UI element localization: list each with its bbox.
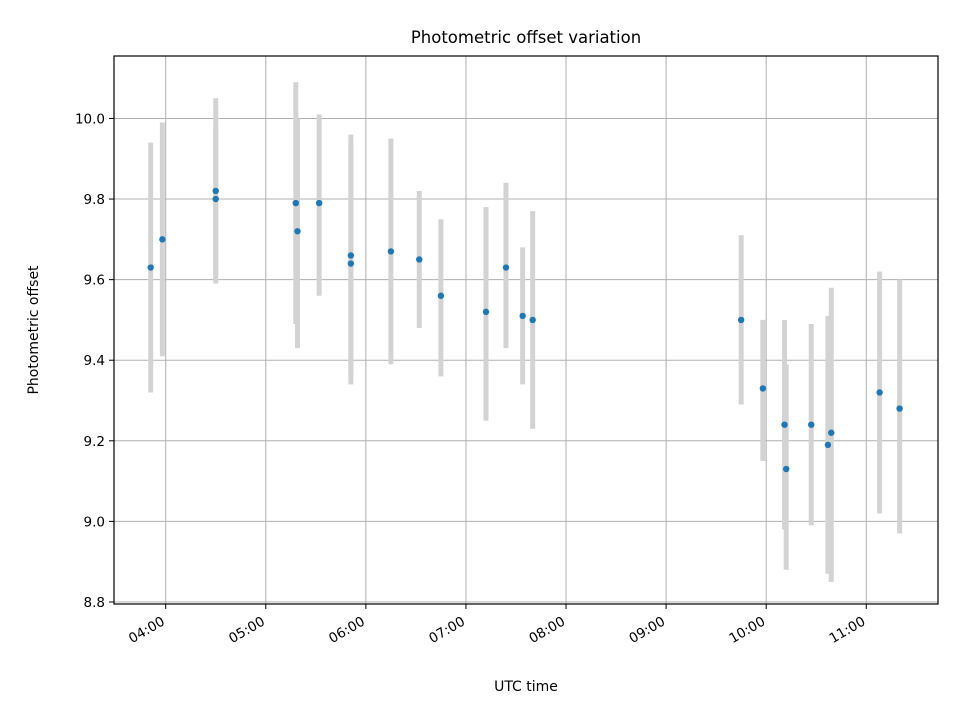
data-point — [529, 316, 536, 324]
data-point — [519, 312, 526, 320]
data-point — [416, 256, 423, 263]
data-point — [347, 252, 355, 259]
y-tick-label: 9.6 — [84, 273, 105, 289]
data-point — [502, 264, 510, 271]
y-tick-label: 9.2 — [84, 434, 105, 450]
data-point — [212, 195, 219, 203]
y-tick-label: 9.0 — [84, 514, 105, 530]
data-point — [159, 236, 166, 243]
data-point — [482, 308, 490, 316]
data-point — [876, 389, 883, 396]
data-point — [212, 187, 219, 195]
x-axis-label: UTC time — [494, 679, 558, 695]
y-axis-label: Photometric offset — [26, 265, 42, 395]
y-tick-label: 10.0 — [75, 111, 105, 127]
gridlines — [114, 56, 938, 604]
data-point — [387, 248, 395, 255]
data-point — [292, 199, 300, 207]
data-point — [315, 199, 323, 207]
data-point — [147, 264, 154, 271]
y-axis-ticks: 8.8 9.0 9.2 9.4 9.6 9.8 10.0 — [75, 111, 114, 611]
data-point — [783, 465, 790, 473]
data-point — [781, 421, 788, 428]
y-tick-label: 8.8 — [84, 595, 105, 611]
y-tick-label: 9.4 — [84, 353, 105, 369]
chart-title: Photometric offset variation — [411, 28, 641, 47]
data-point — [737, 316, 745, 324]
y-tick-label: 9.8 — [84, 192, 105, 208]
data-point — [759, 385, 767, 392]
data-point — [808, 421, 815, 428]
plot-area — [114, 56, 938, 604]
data-point — [828, 429, 835, 436]
data-point — [896, 405, 903, 412]
data-point — [437, 292, 445, 299]
data-points — [147, 187, 903, 473]
plot-frame — [113, 55, 939, 605]
data-point — [347, 260, 355, 267]
data-point — [294, 228, 301, 235]
data-point — [824, 441, 832, 449]
